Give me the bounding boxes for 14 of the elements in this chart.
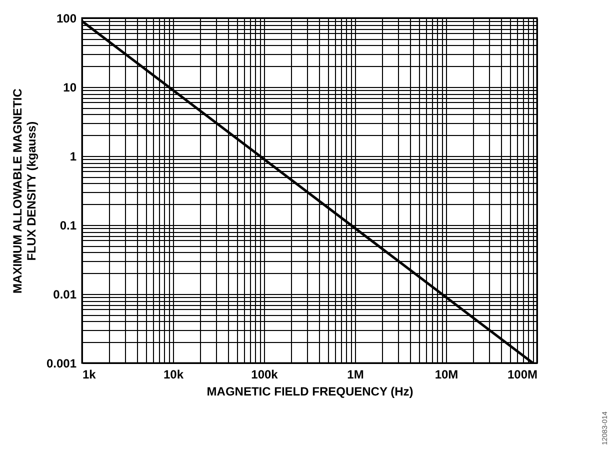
y-tick-label: 0.001 xyxy=(46,356,77,370)
x-tick-label: 10k xyxy=(163,368,184,382)
x-axis-title: MAGNETIC FIELD FREQUENCY (Hz) xyxy=(206,384,414,398)
y-axis-title: MAXIMUM ALLOWABLE MAGNETIC FLUX DENSITY (kgauss) xyxy=(10,88,38,294)
x-tick-label: 100k xyxy=(251,368,278,382)
y-tick-label: 100 xyxy=(56,12,77,26)
y-tick-label: 0.1 xyxy=(60,218,77,232)
x-tick-label: 10M xyxy=(434,368,458,382)
y-tick-label: 10 xyxy=(63,80,77,94)
x-tick-label: 1M xyxy=(347,368,364,382)
y-tick-label: 1 xyxy=(70,150,77,164)
x-tick-label: 100M xyxy=(507,368,538,382)
x-tick-label: 1k xyxy=(82,368,96,382)
y-tick-label: 0.01 xyxy=(53,288,77,302)
